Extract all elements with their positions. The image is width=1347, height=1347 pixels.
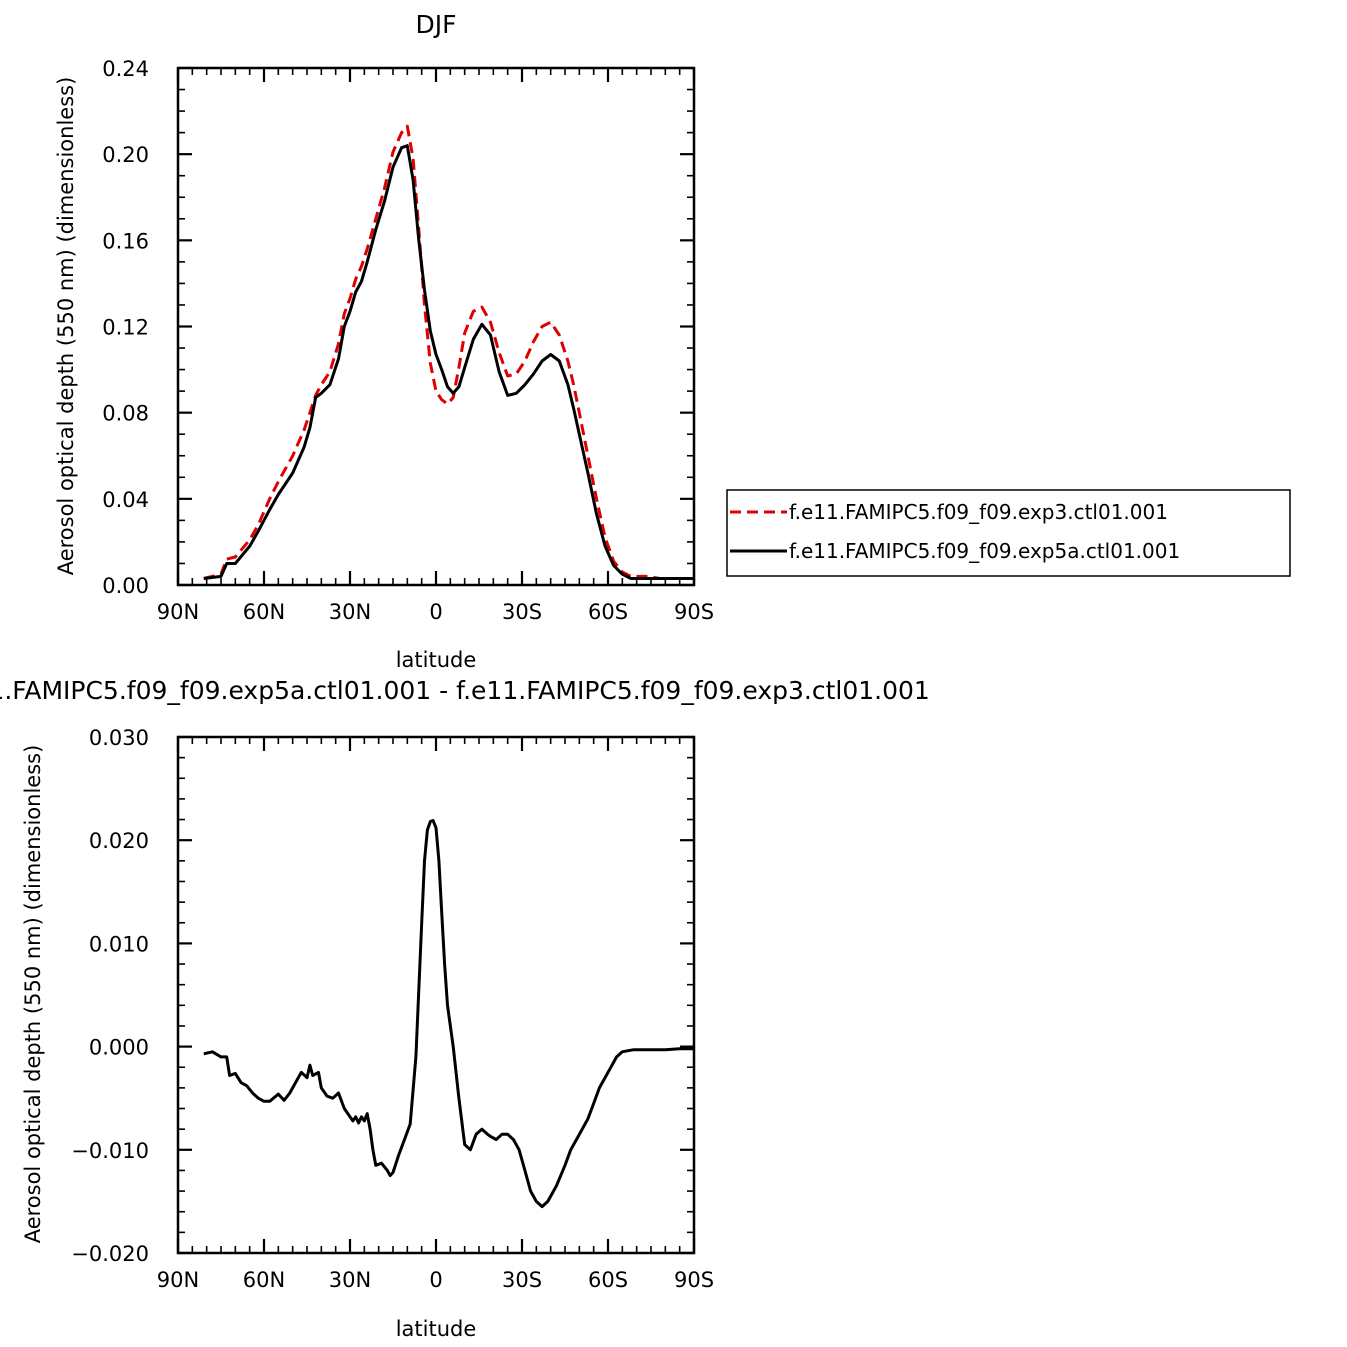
bottom-y-tick-label: −0.020 [71, 1242, 149, 1266]
bottom-x-tick-label: 60N [243, 1268, 285, 1292]
bottom-x-tick-label: 60S [588, 1268, 628, 1292]
top-y-tick-label: 0.24 [102, 57, 149, 81]
top-plot-title: DJF [415, 10, 456, 39]
top-x-axis-title: latitude [396, 648, 477, 672]
top-x-tick-label: 90S [674, 600, 714, 624]
bottom-y-tick-label: −0.010 [71, 1139, 149, 1163]
bottom-x-axis-title: latitude [396, 1317, 477, 1341]
legend-label-exp5a: f.e11.FAMIPC5.f09_f09.exp5a.ctl01.001 [789, 539, 1180, 563]
bottom-series-line-0 [203, 819, 694, 1209]
top-series [203, 124, 694, 580]
bottom-plot-title: f.e11.FAMIPC5.f09_f09.exp5a.ctl01.001 - … [0, 676, 930, 705]
legend-box [726, 489, 1291, 577]
top-y-tick-label: 0.20 [102, 143, 149, 167]
legend: f.e11.FAMIPC5.f09_f09.exp3.ctl01.001 f.e… [726, 489, 1291, 577]
bottom-ticks: 90N 60N 30N 0 30S 60S 90S −0.020 −0.010 0.000 0.01… [71, 726, 714, 1292]
top-y-tick-label: 0.12 [102, 316, 149, 340]
bottom-y-tick-label: 0.020 [89, 829, 149, 853]
top-plot-frame [176, 66, 696, 587]
top-x-tick-label: 30S [502, 600, 542, 624]
top-y-axis-title: Aerosol optical depth (550 nm) (dimensio… [54, 77, 78, 576]
bottom-x-tick-label: 30N [329, 1268, 371, 1292]
bottom-y-axis-title: Aerosol optical depth (550 nm) (dimensio… [21, 745, 45, 1244]
top-y-tick-label: 0.04 [102, 488, 149, 512]
top-x-tick-label: 30N [329, 600, 371, 624]
top-x-tick-label: 60S [588, 600, 628, 624]
bottom-y-tick-label: 0.000 [89, 1036, 149, 1060]
top-series-line-0 [203, 124, 694, 580]
bottom-y-tick-label: 0.010 [89, 932, 149, 956]
bottom-panel: f.e11.FAMIPC5.f09_f09.exp5a.ctl01.001 - … [0, 676, 930, 1341]
top-panel: DJF 90N 60N 30N 0 30S 60S 90S 0.00 0.04 0.08 0.12 0… [54, 10, 714, 672]
bottom-x-tick-label: 0 [429, 1268, 442, 1292]
bottom-x-tick-label: 90N [157, 1268, 199, 1292]
bottom-plot-frame [176, 735, 696, 1255]
top-x-tick-label: 90N [157, 600, 199, 624]
top-x-tick-label: 60N [243, 600, 285, 624]
top-y-tick-label: 0.16 [102, 229, 149, 253]
top-series-line-1 [203, 144, 694, 580]
top-x-tick-label: 0 [429, 600, 442, 624]
bottom-x-tick-label: 30S [502, 1268, 542, 1292]
top-y-tick-label: 0.00 [102, 574, 149, 598]
bottom-series [203, 819, 694, 1209]
top-ticks: 90N 60N 30N 0 30S 60S 90S 0.00 0.04 0.08 0.12 0.16 0… [102, 57, 714, 624]
top-y-tick-label: 0.08 [102, 402, 149, 426]
bottom-y-tick-label: 0.030 [89, 726, 149, 750]
legend-label-exp3: f.e11.FAMIPC5.f09_f09.exp3.ctl01.001 [789, 500, 1168, 524]
bottom-x-tick-label: 90S [674, 1268, 714, 1292]
